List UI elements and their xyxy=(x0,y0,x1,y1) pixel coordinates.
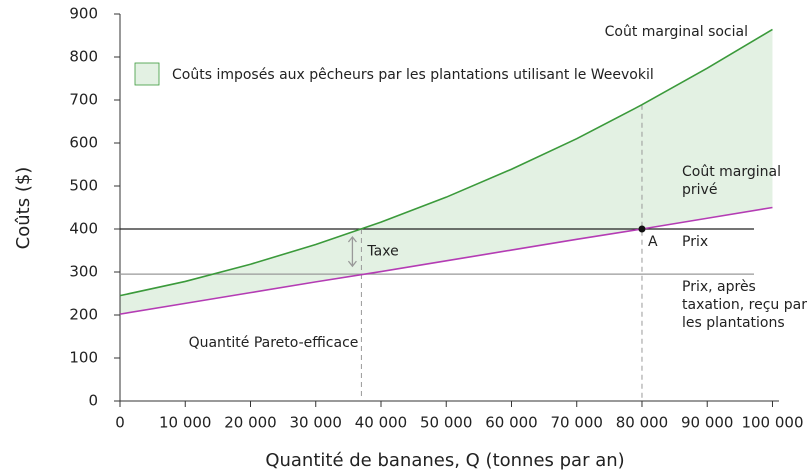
x-tick-label: 90 000 xyxy=(681,414,734,432)
x-tick-label: 0 xyxy=(115,414,125,432)
x-tick-label: 70 000 xyxy=(550,414,603,432)
point-label: A xyxy=(648,234,658,250)
x-tick-label: 30 000 xyxy=(289,414,342,432)
equilibrium-point xyxy=(638,225,646,233)
y-tick-label: 600 xyxy=(69,134,98,152)
social-cost-label: Coût marginal social xyxy=(605,24,748,40)
x-tick-label: 50 000 xyxy=(420,414,473,432)
y-tick-label: 800 xyxy=(69,48,98,66)
x-tick-label: 100 000 xyxy=(741,414,803,432)
y-tick-label: 400 xyxy=(69,220,98,238)
private-cost-label: Coût marginal privé xyxy=(682,164,781,198)
after-tax-label: Prix, après taxation, reçu par les plant… xyxy=(682,279,807,331)
x-tick-label: 20 000 xyxy=(224,414,277,432)
y-tick-label: 0 xyxy=(88,392,98,410)
pareto-label: Quantité Pareto-efficace xyxy=(189,335,359,351)
price-label: Prix xyxy=(682,234,708,250)
tax-label: Taxe xyxy=(366,244,398,260)
y-tick-label: 500 xyxy=(69,177,98,195)
cost-line xyxy=(119,28,773,297)
x-axis-label: Quantité de bananes, Q (tonnes par an) xyxy=(265,450,624,471)
legend-swatch xyxy=(134,62,160,86)
x-tick-label: 10 000 xyxy=(159,414,212,432)
x-tick-label: 40 000 xyxy=(355,414,408,432)
y-tick-label: 300 xyxy=(69,263,98,281)
tax-arrow xyxy=(347,235,357,268)
y-tick-label: 900 xyxy=(69,5,98,23)
x-tick-label: 80 000 xyxy=(616,414,669,432)
x-tick-label: 60 000 xyxy=(485,414,538,432)
y-axis-label: Coûts ($) xyxy=(13,167,34,250)
y-tick-label: 100 xyxy=(69,349,98,367)
cost-line xyxy=(119,206,773,315)
y-tick-label: 700 xyxy=(69,91,98,109)
y-tick-label: 200 xyxy=(69,306,98,324)
legend-label: Coûts imposés aux pêcheurs par les plant… xyxy=(172,67,654,83)
